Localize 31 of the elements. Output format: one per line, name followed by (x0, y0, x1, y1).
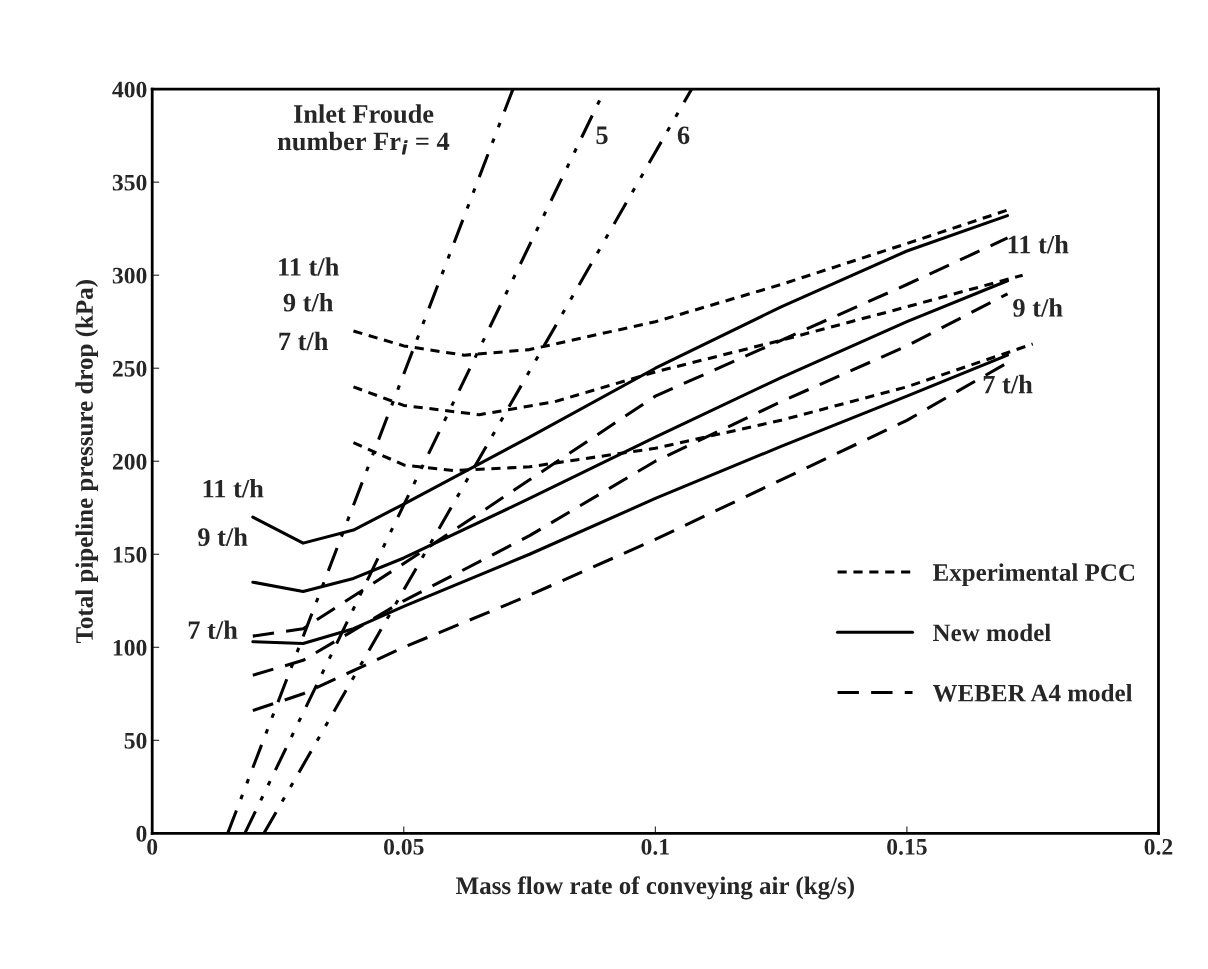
x-tick-label: 0 (147, 838, 158, 855)
x-axis-title: Mass flow rate of conveying air (kg/s) (456, 876, 854, 900)
annotation: 7 t/h (188, 620, 238, 640)
x-tick-label: 0.1 (641, 838, 669, 855)
legend-label: Experimental PCC (932, 563, 1135, 586)
annotation: 11 t/h (279, 257, 339, 276)
y-tick-label: 300 (112, 267, 147, 284)
x-tick-label: 0.15 (887, 838, 927, 855)
y-tick-label: 0 (136, 825, 147, 842)
annotation: Inlet Froude number Fr$_{i}$ = 4 (277, 104, 450, 155)
y-tick-label: 400 (112, 81, 147, 98)
y-tick-label: 200 (112, 453, 147, 470)
annotation: 9 t/h (1013, 298, 1063, 317)
annotation: 7 t/h (983, 374, 1033, 394)
annotation: 5 (596, 126, 608, 145)
x-tick-label: 0.05 (384, 838, 424, 855)
annotation: 7 t/h (279, 331, 329, 351)
annotation: 6 (677, 126, 690, 145)
x-tick-label: 0.2 (1144, 838, 1173, 855)
y-tick-label: 150 (113, 546, 147, 563)
y-axis-title: Total pipeline pressure drop (kPa) (75, 280, 99, 644)
y-tick-label: 100 (113, 639, 147, 656)
legend-label: New model (933, 623, 1051, 642)
y-tick-label: 250 (112, 360, 147, 377)
annotation: 11 t/h (203, 479, 264, 498)
annotation: 11 t/h (1008, 234, 1069, 254)
annotation: 9 t/h (283, 293, 334, 312)
legend-label: WEBER A4 model (932, 683, 1133, 702)
annotation: 9 t/h (198, 527, 248, 546)
y-tick-label: 350 (112, 174, 147, 191)
y-tick-label: 50 (124, 732, 147, 749)
